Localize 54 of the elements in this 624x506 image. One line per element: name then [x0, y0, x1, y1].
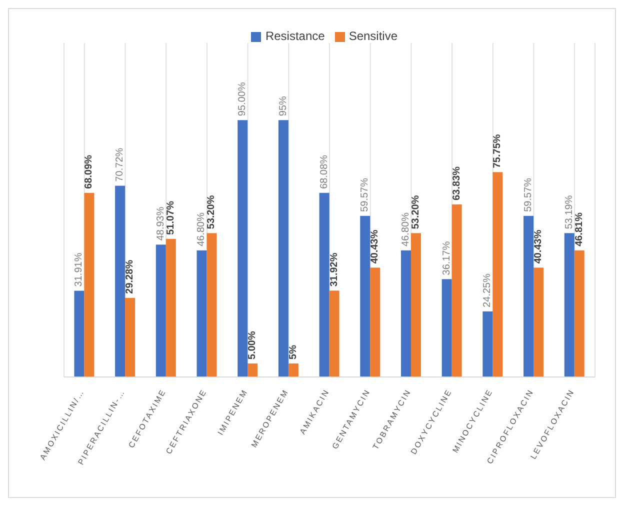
bar: [452, 204, 462, 377]
bar: [166, 238, 176, 377]
data-label: 46.81%: [574, 212, 585, 246]
bar: [442, 279, 452, 377]
data-label: 40.43%: [370, 230, 381, 264]
legend-label: Sensitive: [348, 29, 398, 43]
data-label: 46.80%: [196, 212, 208, 246]
bar: [288, 363, 298, 377]
bar: [278, 120, 288, 377]
data-label: 31.91%: [74, 252, 85, 287]
bar: [115, 186, 126, 377]
data-label: 68.09%: [84, 154, 95, 189]
bar: [574, 250, 584, 377]
bar: [400, 250, 411, 377]
data-label: 48.93%: [155, 206, 166, 241]
bar: [125, 298, 136, 377]
data-label: 63.83%: [451, 166, 462, 200]
data-label: 31.92%: [328, 252, 340, 287]
bar: [248, 363, 258, 377]
data-label: 53.20%: [410, 195, 422, 230]
bar: [84, 192, 94, 377]
bar: [524, 216, 534, 377]
data-label: 59.57%: [360, 178, 371, 212]
data-label: 5%: [288, 344, 299, 360]
bar: [360, 216, 370, 377]
data-label: 53.19%: [564, 195, 575, 230]
data-label: 53.20%: [206, 195, 218, 230]
bar: [319, 192, 330, 377]
data-label: 95%: [278, 96, 289, 116]
bar: [492, 172, 503, 377]
data-label: 75.75%: [492, 134, 504, 168]
bar: [482, 311, 493, 377]
bar: [370, 268, 380, 377]
bar: [410, 233, 421, 377]
data-label: 29.28%: [124, 260, 136, 294]
bar: [206, 233, 217, 377]
data-label: 46.80%: [400, 212, 412, 246]
bar: [196, 250, 207, 377]
data-label: 36.17%: [441, 241, 452, 276]
bar: [74, 290, 84, 377]
bar: [238, 120, 248, 377]
data-label: 5.00%: [247, 331, 258, 360]
data-label: 24.25%: [482, 273, 494, 308]
data-label: 51.07%: [165, 200, 176, 235]
data-label: 95.00%: [237, 82, 248, 116]
data-label: 68.08%: [318, 154, 330, 189]
data-label: 40.43%: [533, 230, 544, 264]
bar: [534, 268, 544, 377]
bar: [564, 233, 574, 377]
data-label: 59.57%: [523, 178, 534, 212]
legend-label: Resistance: [265, 29, 325, 43]
bar: [329, 290, 340, 377]
data-label: 70.72%: [114, 148, 126, 182]
bar: [156, 244, 166, 377]
